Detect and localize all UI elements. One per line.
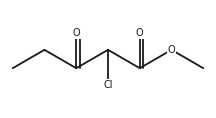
Text: O: O bbox=[168, 45, 175, 55]
Text: O: O bbox=[136, 28, 144, 38]
Text: Cl: Cl bbox=[103, 80, 113, 90]
Text: O: O bbox=[72, 28, 80, 38]
